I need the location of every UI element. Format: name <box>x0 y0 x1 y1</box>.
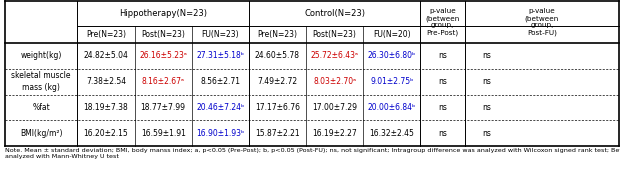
Text: 17.17±6.76: 17.17±6.76 <box>255 103 300 112</box>
Text: 16.59±1.91: 16.59±1.91 <box>141 129 185 138</box>
Text: 16.32±2.45: 16.32±2.45 <box>370 129 414 138</box>
Text: weight(kg): weight(kg) <box>20 51 62 60</box>
Text: ns: ns <box>482 51 491 60</box>
Text: 16.90±1.93ᵇ: 16.90±1.93ᵇ <box>196 129 244 138</box>
Text: 24.60±5.78: 24.60±5.78 <box>255 51 300 60</box>
Text: 25.72±6.43ᵃ: 25.72±6.43ᵃ <box>311 51 358 60</box>
Text: Post(N=23): Post(N=23) <box>141 30 185 39</box>
Text: 9.01±2.75ᵇ: 9.01±2.75ᵇ <box>370 77 414 86</box>
Text: 18.77±7.99: 18.77±7.99 <box>141 103 185 112</box>
Text: 20.00±6.84ᵇ: 20.00±6.84ᵇ <box>368 103 416 112</box>
Text: ns: ns <box>438 51 447 60</box>
Text: %fat: %fat <box>32 103 50 112</box>
Text: Hippotherapy(N=23): Hippotherapy(N=23) <box>119 9 207 18</box>
Text: 27.31±5.18ᵇ: 27.31±5.18ᵇ <box>197 51 244 60</box>
Text: 16.19±2.27: 16.19±2.27 <box>312 129 357 138</box>
Text: p-value
(between
group,
Pre-Post): p-value (between group, Pre-Post) <box>425 8 459 36</box>
Text: ns: ns <box>438 129 447 138</box>
Text: Pre(N=23): Pre(N=23) <box>257 30 298 39</box>
Text: FU(N=20): FU(N=20) <box>373 30 410 39</box>
Text: 8.03±2.70ᵃ: 8.03±2.70ᵃ <box>313 77 356 86</box>
Text: BMI(kg/m²): BMI(kg/m²) <box>20 129 63 138</box>
Text: mass (kg): mass (kg) <box>22 83 60 92</box>
Text: 26.16±5.23ᵃ: 26.16±5.23ᵃ <box>140 51 187 60</box>
Text: 8.16±2.67ᵃ: 8.16±2.67ᵃ <box>142 77 185 86</box>
Text: ns: ns <box>482 103 491 112</box>
Text: skeletal muscle: skeletal muscle <box>11 72 71 81</box>
Text: 18.19±7.38: 18.19±7.38 <box>84 103 128 112</box>
Text: 16.20±2.15: 16.20±2.15 <box>84 129 128 138</box>
Text: 17.00±7.29: 17.00±7.29 <box>312 103 357 112</box>
Text: ns: ns <box>482 77 491 86</box>
Text: Post(N=23): Post(N=23) <box>312 30 356 39</box>
Text: 15.87±2.21: 15.87±2.21 <box>255 129 299 138</box>
Text: ns: ns <box>438 77 447 86</box>
Text: 7.38±2.54: 7.38±2.54 <box>86 77 126 86</box>
Text: p-value
(between
group,
Post-FU): p-value (between group, Post-FU) <box>525 8 559 36</box>
Text: Pre(N=23): Pre(N=23) <box>86 30 126 39</box>
Text: ns: ns <box>438 103 447 112</box>
Text: 26.30±6.80ᵇ: 26.30±6.80ᵇ <box>368 51 416 60</box>
Text: 8.56±2.71: 8.56±2.71 <box>200 77 241 86</box>
Text: 7.49±2.72: 7.49±2.72 <box>257 77 298 86</box>
Text: ns: ns <box>482 129 491 138</box>
Text: Note. Mean ± standard deviation; BMI, body manss index; a, p<0.05 (Pre-Post); b,: Note. Mean ± standard deviation; BMI, bo… <box>5 148 620 159</box>
Text: 24.82±5.04: 24.82±5.04 <box>84 51 128 60</box>
Text: 20.46±7.24ᵇ: 20.46±7.24ᵇ <box>196 103 244 112</box>
Text: Control(N=23): Control(N=23) <box>304 9 365 18</box>
Text: FU(N=23): FU(N=23) <box>202 30 239 39</box>
